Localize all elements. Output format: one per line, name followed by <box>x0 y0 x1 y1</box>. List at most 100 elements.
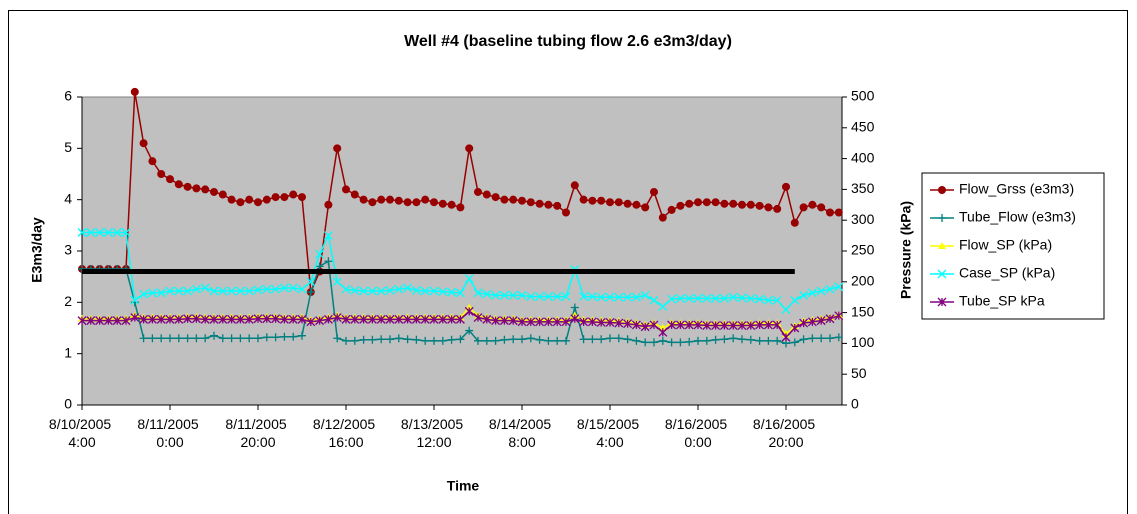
marker-shape <box>623 335 632 344</box>
marker <box>165 314 175 324</box>
marker-shape <box>271 314 281 324</box>
marker <box>562 336 570 345</box>
marker-shape <box>790 323 800 333</box>
marker <box>746 200 755 209</box>
marker-shape <box>165 314 175 324</box>
marker <box>807 317 817 327</box>
marker <box>147 288 157 298</box>
marker <box>667 320 677 330</box>
marker-shape <box>763 295 773 305</box>
marker <box>218 334 227 343</box>
marker-shape <box>323 314 333 324</box>
marker-shape <box>685 199 694 208</box>
marker <box>817 203 826 212</box>
marker <box>368 198 377 207</box>
y2-tick-label: 500 <box>851 88 875 104</box>
marker <box>561 292 571 302</box>
marker <box>210 331 218 340</box>
marker-shape <box>702 336 711 345</box>
marker-shape <box>103 228 113 237</box>
marker <box>570 181 579 190</box>
marker-shape <box>95 228 105 237</box>
marker <box>526 317 536 327</box>
marker-shape <box>517 290 527 300</box>
marker-shape <box>447 314 457 324</box>
marker-shape <box>711 198 720 207</box>
marker-shape <box>561 292 571 302</box>
marker <box>394 314 404 324</box>
marker <box>429 314 439 324</box>
marker-shape <box>596 292 606 302</box>
marker <box>394 334 403 343</box>
marker-shape <box>227 314 237 324</box>
marker-shape <box>447 287 457 297</box>
marker <box>482 190 491 199</box>
marker <box>808 200 817 209</box>
marker-shape <box>667 338 676 347</box>
marker <box>790 323 800 333</box>
marker <box>676 201 685 210</box>
marker-shape <box>218 286 228 296</box>
marker-shape <box>368 335 377 344</box>
marker <box>350 285 360 295</box>
marker <box>386 335 394 344</box>
marker <box>139 314 149 324</box>
marker <box>561 317 571 327</box>
marker <box>605 292 615 302</box>
marker <box>508 316 518 326</box>
marker-shape <box>262 195 271 204</box>
marker-shape <box>438 336 447 345</box>
marker <box>465 144 474 153</box>
marker-shape <box>465 144 474 153</box>
marker <box>191 284 201 294</box>
marker-shape <box>579 335 588 344</box>
marker-shape <box>491 290 501 300</box>
marker-shape <box>474 187 482 196</box>
marker <box>192 184 201 193</box>
marker <box>183 314 193 324</box>
marker <box>579 317 589 327</box>
marker-shape <box>235 286 245 296</box>
marker <box>235 314 245 324</box>
marker <box>279 314 289 324</box>
marker <box>772 295 782 305</box>
marker-shape <box>702 293 712 303</box>
marker-shape <box>456 335 465 344</box>
marker <box>139 289 149 299</box>
marker <box>280 193 289 202</box>
marker <box>271 193 280 202</box>
marker-shape <box>782 182 790 191</box>
marker <box>491 316 501 326</box>
marker-shape <box>244 286 254 296</box>
marker <box>262 314 272 324</box>
marker-shape <box>570 303 579 312</box>
marker-shape <box>685 337 694 346</box>
marker <box>826 208 834 217</box>
marker <box>359 195 368 204</box>
marker <box>147 314 157 324</box>
marker-shape <box>315 249 325 259</box>
marker <box>386 195 394 204</box>
marker <box>631 292 641 302</box>
marker-shape <box>500 335 509 344</box>
marker <box>790 338 799 347</box>
marker-shape <box>245 195 254 204</box>
marker-shape <box>799 318 809 328</box>
marker <box>817 334 826 343</box>
y-tick-label: 1 <box>64 344 72 360</box>
marker-shape <box>658 213 667 222</box>
marker-shape <box>430 336 438 345</box>
marker-shape <box>244 314 254 324</box>
marker <box>641 203 650 212</box>
legend-label: Case_SP (kPa) <box>959 265 1055 281</box>
marker-shape <box>816 316 826 326</box>
marker-shape <box>755 320 765 330</box>
marker-shape <box>254 334 262 343</box>
x-tick-label: 8/14/2005 8:00 <box>489 416 555 450</box>
marker-shape <box>562 208 570 217</box>
marker <box>684 293 694 303</box>
marker <box>333 334 342 343</box>
y2-tick-label: 300 <box>851 211 875 227</box>
marker-shape <box>112 228 122 237</box>
marker <box>289 190 298 199</box>
